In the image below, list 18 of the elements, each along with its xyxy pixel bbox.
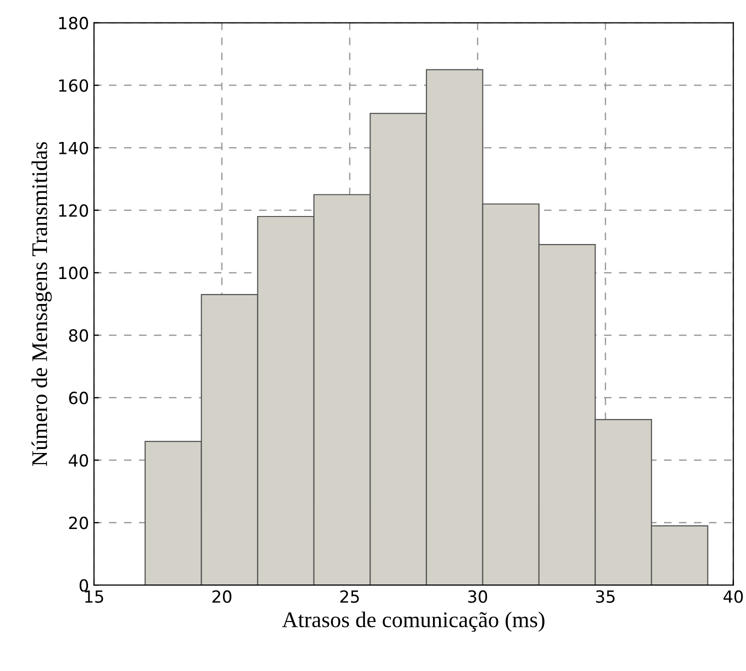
y-tick-label: 20 (69, 516, 88, 530)
y-tick-label: 160 (59, 79, 88, 92)
y-tick-label: 120 (59, 204, 88, 217)
x-tick-label: 15 (85, 590, 104, 603)
y-tick-label: 100 (59, 266, 88, 280)
x-tick-label: 40 (724, 590, 743, 603)
x-tick-label: 20 (212, 590, 232, 603)
x-axis-title: Atrasos de comunicação (ms) (282, 612, 544, 632)
y-tick-label: 180 (59, 16, 88, 30)
y-tick-label: 80 (69, 329, 88, 342)
y-tick-label: 60 (69, 392, 88, 404)
y-tick-label: 0 (80, 579, 88, 592)
y-axis-title: Número de Mensagens Transmitidas (32, 142, 52, 466)
x-tick-label: 30 (468, 590, 488, 603)
x-tick-label: 35 (596, 590, 615, 603)
x-tick-label: 25 (340, 590, 359, 603)
y-tick-label: 40 (68, 454, 88, 467)
y-tick-label: 140 (59, 142, 88, 154)
